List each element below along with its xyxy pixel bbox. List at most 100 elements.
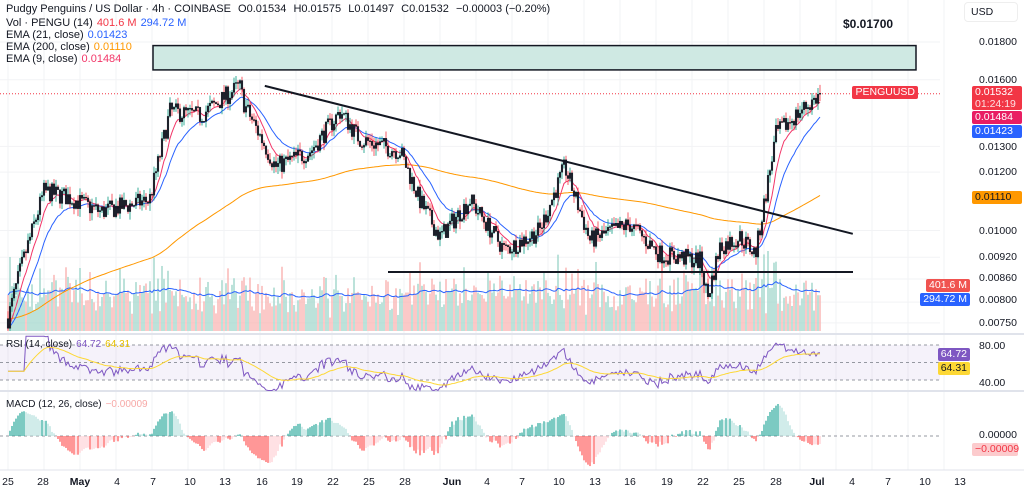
volume-bar — [337, 290, 339, 331]
candle-body — [88, 201, 92, 214]
macd-histogram-bar — [643, 436, 645, 438]
macd-histogram-bar — [115, 436, 117, 441]
candle-body — [64, 188, 68, 205]
macd-histogram-bar — [425, 436, 427, 451]
candle-body — [100, 206, 104, 211]
candle-body — [522, 236, 526, 247]
macd-histogram-bar — [277, 436, 279, 452]
volume-bar — [79, 267, 81, 331]
volume-bar — [29, 306, 31, 331]
volume-bar — [85, 300, 87, 331]
candle-body — [312, 147, 316, 151]
volume-bar — [753, 283, 755, 331]
candle-body — [282, 158, 286, 172]
macd-histogram-bar — [405, 436, 407, 441]
volume-bar — [441, 306, 443, 331]
macd-histogram-bar — [763, 424, 765, 436]
rsi-value: 64.72 — [76, 339, 102, 350]
volume-bar — [681, 296, 683, 331]
candle-body — [262, 142, 266, 147]
macd-histogram-bar — [657, 436, 659, 447]
macd-histogram-bar — [27, 413, 29, 436]
macd-histogram-bar — [287, 433, 289, 436]
volume-bar — [461, 303, 463, 331]
macd-histogram-bar — [537, 423, 539, 436]
candle-body — [542, 214, 546, 229]
volume-bar — [99, 306, 101, 331]
candle-body — [758, 230, 762, 236]
volume-bar — [497, 292, 499, 331]
macd-histogram-bar — [779, 405, 781, 436]
macd-histogram-bar — [15, 418, 17, 436]
ema9-legend[interactable]: EMA (9, close) 0.01484 — [6, 52, 125, 66]
volume-bar — [735, 308, 737, 331]
macd-histogram-bar — [333, 422, 335, 436]
ema21-legend[interactable]: EMA (21, close) 0.01423 — [6, 28, 131, 42]
volume-bar — [75, 279, 77, 331]
macd-histogram-bar — [615, 430, 617, 436]
macd-histogram-bar — [87, 436, 89, 448]
candle-body — [400, 147, 404, 156]
volume-bar — [257, 284, 259, 331]
macd-histogram-bar — [373, 436, 375, 446]
volume-ma-tag: 294.72 M — [920, 293, 970, 306]
ohlc-change: −0.00003 (−0.20%) — [455, 3, 551, 15]
volume-bar — [511, 297, 513, 331]
macd-histogram-bar — [449, 426, 451, 436]
macd-histogram-bar — [57, 436, 59, 439]
volume-bar — [9, 257, 11, 331]
candle-body — [200, 121, 204, 123]
currency-selector[interactable]: USD — [964, 2, 1018, 22]
volume-bar — [281, 266, 283, 331]
volume-bar — [409, 272, 411, 331]
macd-histogram-bar — [247, 436, 249, 448]
macd-legend[interactable]: MACD (12, 26, close) −0.00009 — [6, 398, 152, 412]
candle-body — [334, 114, 338, 125]
ema200-legend[interactable]: EMA (200, close) 0.01110 — [6, 40, 136, 54]
macd-histogram-bar — [489, 436, 491, 442]
macd-histogram-bar — [525, 429, 527, 436]
rsi-line — [8, 335, 821, 392]
macd-histogram-bar — [403, 436, 405, 438]
macd-histogram-bar — [445, 436, 447, 440]
candle-body — [28, 236, 32, 241]
macd-histogram-bar — [637, 432, 639, 436]
rsi-legend[interactable]: RSI (14, close) 64.72 64.31 — [6, 338, 134, 352]
macd-histogram-bar — [517, 436, 519, 439]
volume-bar — [579, 305, 581, 331]
volume-bar — [63, 290, 65, 331]
macd-histogram-bar — [261, 436, 263, 461]
candle-body — [82, 196, 86, 199]
volume-bar — [55, 280, 57, 331]
candle-body — [222, 91, 226, 100]
volume-legend[interactable]: Vol · PENGU (14) 401.6 M 294.72 M — [6, 16, 190, 30]
volume-bar — [127, 290, 129, 331]
volume-bar — [367, 301, 369, 331]
candle-body — [654, 246, 658, 255]
volume-bar — [501, 280, 503, 331]
macd-histogram-bar — [13, 421, 15, 436]
candle-body — [768, 170, 772, 176]
macd-histogram-bar — [497, 436, 499, 444]
volume-bar — [737, 290, 739, 331]
volume-bar — [161, 265, 163, 331]
volume-bar — [503, 295, 505, 331]
volume-bar — [643, 292, 645, 331]
macd-histogram-bar — [723, 420, 725, 436]
volume-bar — [285, 296, 287, 331]
candle-body — [180, 117, 184, 122]
candle-body — [234, 82, 238, 84]
macd-histogram-bar — [675, 436, 677, 437]
candle-body — [682, 251, 686, 265]
macd-histogram-bar — [215, 436, 217, 442]
volume-bar — [541, 299, 543, 331]
candle-body — [802, 102, 806, 110]
volume-ma-value: 294.72 M — [140, 17, 187, 29]
candle-body — [576, 191, 580, 211]
rsi-ma-line — [8, 346, 821, 386]
volume-bar — [243, 277, 245, 331]
macd-histogram-bar — [689, 429, 691, 436]
macd-histogram-bar — [159, 419, 161, 436]
macd-histogram-bar — [345, 428, 347, 436]
